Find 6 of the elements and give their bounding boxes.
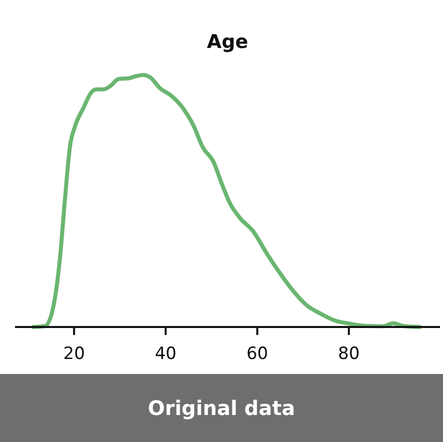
x-tick-label: 80 [338, 344, 360, 364]
text: Original data [148, 396, 296, 420]
chart-title: Age [206, 31, 248, 53]
x-tick-label: 40 [154, 344, 176, 364]
x-tick-label: 20 [63, 344, 85, 364]
x-tick-label: 60 [246, 344, 268, 364]
